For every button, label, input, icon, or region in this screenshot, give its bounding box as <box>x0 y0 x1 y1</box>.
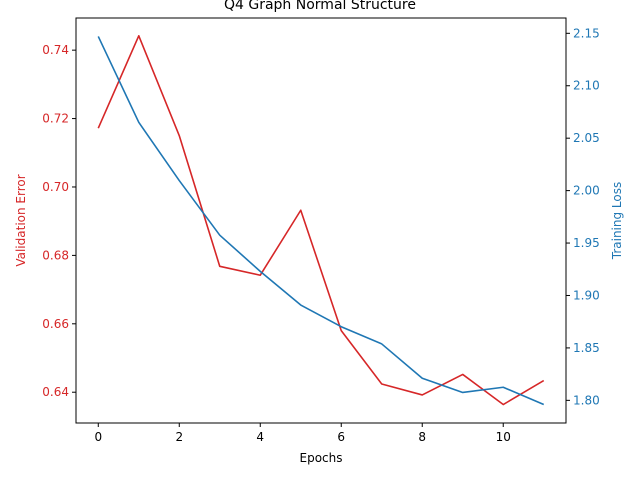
right-y-tick-label: 2.15 <box>573 26 600 40</box>
left-y-tick-label: 0.70 <box>42 180 69 194</box>
right-y-axis-label: Training Loss <box>610 182 624 260</box>
right-y-tick-label: 1.85 <box>573 341 600 355</box>
chart-title: Q4 Graph Normal Structure <box>224 0 416 13</box>
left-y-tick-label: 0.72 <box>42 112 69 126</box>
validation-error-line <box>97 34 545 406</box>
series-lines <box>97 34 545 406</box>
left-y-tick-label: 0.64 <box>42 385 69 399</box>
left-y-tick-label: 0.66 <box>42 317 69 331</box>
left-y-tick-label: 0.74 <box>42 43 69 57</box>
x-tick-label: 0 <box>94 430 102 444</box>
x-tick-label: 4 <box>256 430 264 444</box>
right-y-tick-label: 1.95 <box>573 236 600 250</box>
left-y-tick-label: 0.68 <box>42 248 69 262</box>
x-tick-label: 2 <box>175 430 183 444</box>
x-tick-label: 10 <box>496 430 511 444</box>
right-y-tick-label: 1.80 <box>573 393 600 407</box>
x-tick-label: 6 <box>337 430 345 444</box>
training-loss-line <box>97 36 545 406</box>
left-y-axis-label: Validation Error <box>14 174 28 266</box>
right-y-tick-label: 2.00 <box>573 184 600 198</box>
right-y-tick-label: 2.10 <box>573 79 600 93</box>
plot-frame <box>75 17 567 424</box>
x-axis-label: Epochs <box>300 451 343 465</box>
right-y-tick-label: 1.90 <box>573 288 600 302</box>
axis-ticks: 0 2 4 6 8 10 0.64 0.66 0.68 0.70 0.72 0.74 1.80 1.85 1… <box>42 26 599 444</box>
right-y-tick-label: 2.05 <box>573 131 600 145</box>
x-tick-label: 8 <box>418 430 426 444</box>
